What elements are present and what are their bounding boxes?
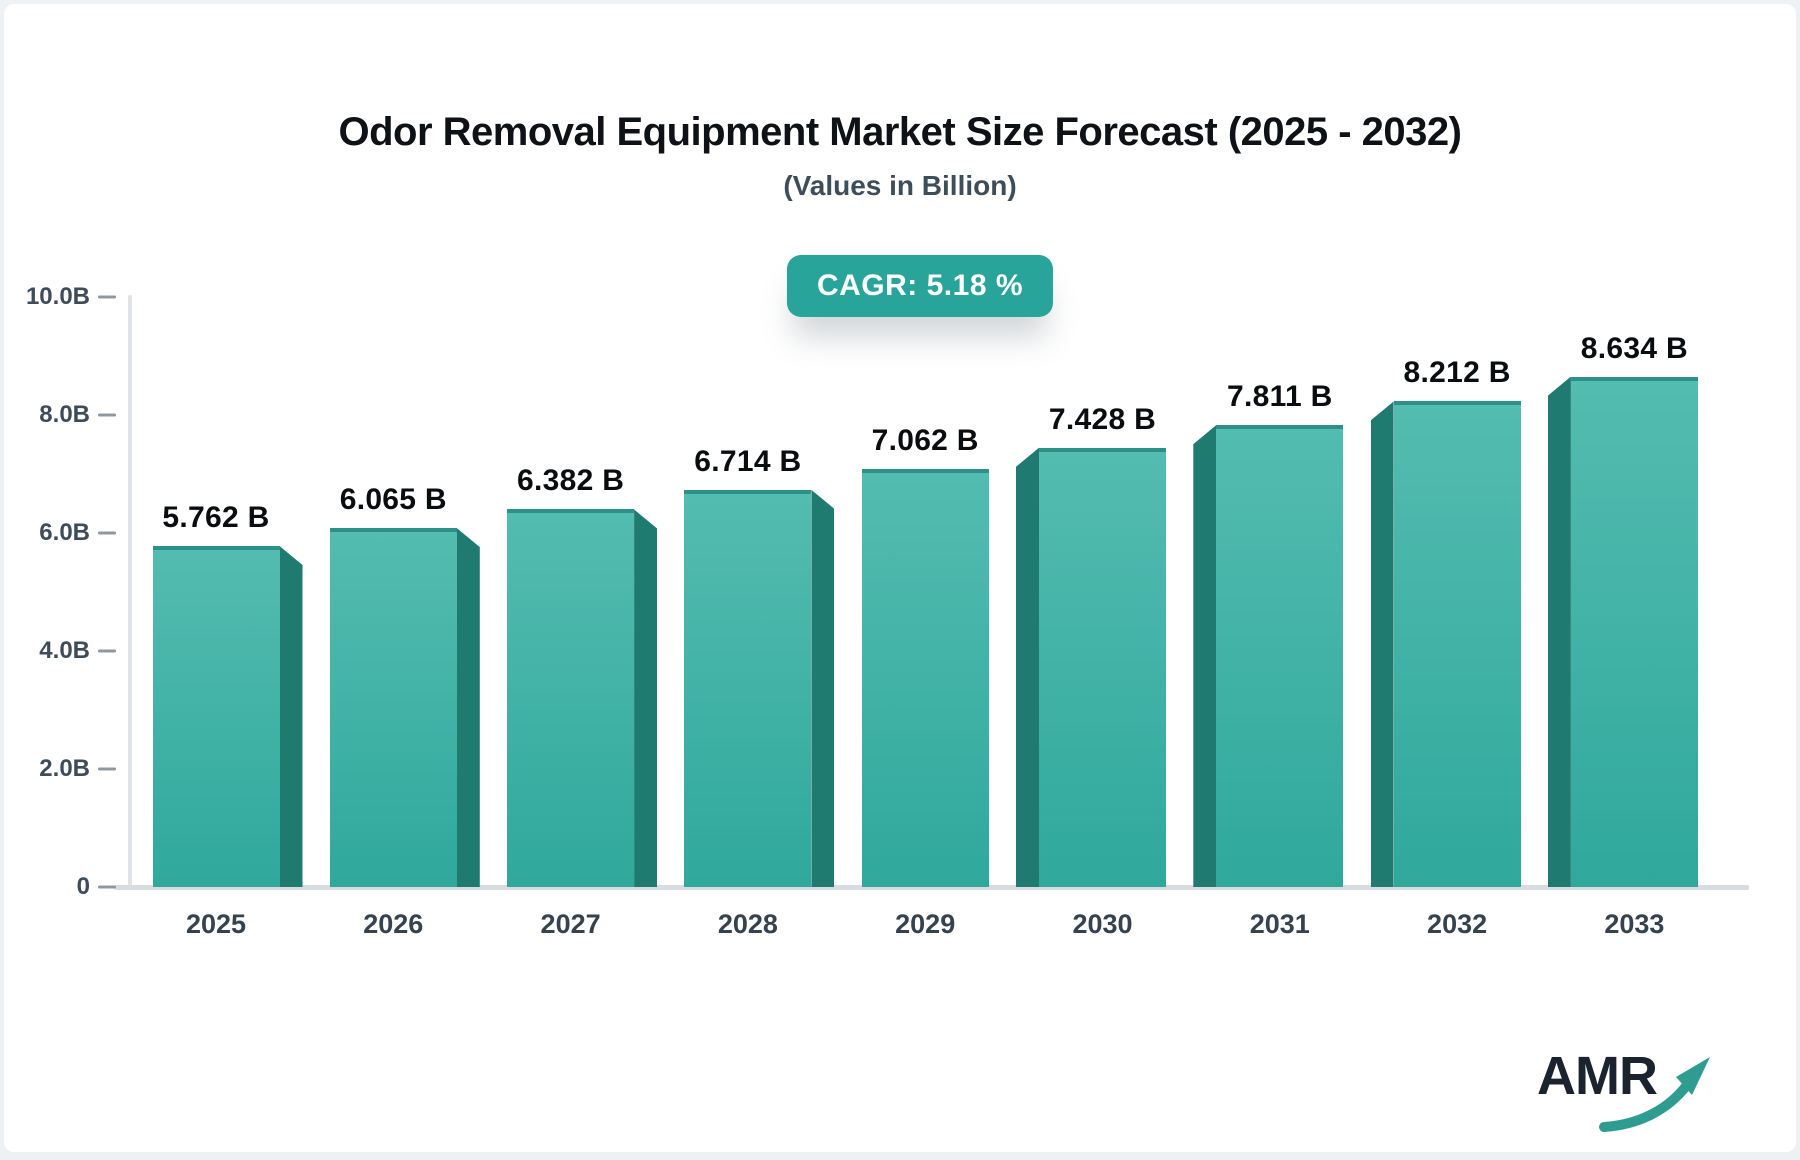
bar-top-edge bbox=[152, 546, 280, 551]
bar-side-face bbox=[1370, 401, 1394, 887]
bar-top-edge bbox=[329, 528, 457, 533]
x-tick-label: 2031 bbox=[1249, 909, 1310, 939]
bar bbox=[329, 528, 457, 887]
bar-value-label: 7.062 B bbox=[871, 424, 979, 458]
y-tick-label: 6.0B bbox=[39, 519, 90, 546]
bar-value-label: 5.762 B bbox=[162, 501, 270, 535]
y-tick-dash bbox=[98, 413, 116, 417]
bar-top-edge bbox=[1216, 425, 1344, 430]
bar bbox=[1216, 425, 1344, 887]
bar bbox=[1039, 447, 1166, 887]
amr-logo-text: AMR bbox=[1537, 1046, 1658, 1106]
bar bbox=[1393, 401, 1521, 887]
bar-top-edge bbox=[1570, 376, 1698, 381]
bar-value-label: 6.382 B bbox=[517, 464, 625, 498]
bar-value-label: 7.811 B bbox=[1227, 380, 1333, 414]
amr-logo: AMR bbox=[1537, 1039, 1737, 1139]
bar bbox=[684, 489, 812, 887]
bar-top-edge bbox=[861, 469, 989, 474]
x-tick-label: 2028 bbox=[717, 909, 778, 939]
chart-title: Odor Removal Equipment Market Size Forec… bbox=[338, 110, 1462, 154]
x-tick-label: 2029 bbox=[895, 909, 956, 939]
bar-side-face bbox=[811, 489, 835, 887]
chart-subtitle: (Values in Billion) bbox=[783, 170, 1017, 201]
y-tick-dash bbox=[98, 649, 116, 653]
bar-value-label: 8.212 B bbox=[1403, 356, 1511, 390]
y-tick-label: 4.0B bbox=[39, 637, 90, 664]
bar-top-edge bbox=[1039, 447, 1166, 452]
y-tick-dash bbox=[98, 531, 116, 535]
cagr-badge: CAGR: 5.18 % bbox=[786, 255, 1054, 317]
bar-side-face bbox=[456, 528, 480, 887]
x-tick-label: 2026 bbox=[363, 909, 424, 939]
chart-card: Odor Removal Equipment Market Size Forec… bbox=[4, 4, 1796, 1152]
y-axis-line bbox=[128, 295, 132, 887]
bar-side-face bbox=[634, 509, 658, 887]
bar-top-edge bbox=[507, 509, 635, 514]
bar bbox=[861, 469, 989, 887]
y-tick-dash bbox=[98, 295, 116, 299]
y-tick-label: 2.0B bbox=[39, 755, 90, 782]
bar bbox=[1570, 376, 1698, 887]
bar-value-label: 6.714 B bbox=[694, 444, 802, 478]
bar-value-label: 7.428 B bbox=[1048, 402, 1157, 436]
y-tick-label: 0 bbox=[76, 873, 90, 900]
y-tick-label: 10.0B bbox=[25, 283, 90, 310]
bar-side-face bbox=[1547, 376, 1571, 887]
bar-value-label: 6.065 B bbox=[339, 483, 447, 517]
bar-side-face bbox=[279, 546, 303, 887]
growth-arrow-icon bbox=[1599, 1057, 1710, 1132]
bar-side-face bbox=[1016, 447, 1039, 887]
bar-side-face bbox=[1193, 425, 1217, 887]
x-tick-label: 2027 bbox=[540, 909, 601, 939]
y-tick-dash bbox=[98, 885, 116, 889]
y-tick-dash bbox=[98, 767, 116, 771]
x-tick-label: 2032 bbox=[1427, 909, 1488, 939]
x-tick-label: 2030 bbox=[1072, 909, 1133, 939]
bar-value-label: 8.634 B bbox=[1580, 331, 1688, 365]
bar-top-edge bbox=[684, 489, 812, 494]
bar bbox=[152, 546, 280, 887]
y-tick-label: 8.0B bbox=[39, 401, 90, 428]
x-tick-label: 2033 bbox=[1604, 909, 1665, 939]
x-axis-line bbox=[114, 885, 1749, 890]
plot-area: 0 2.0B 4.0B 6.0B 8.0B 10.0B 5.762 B 2025 6.065 B… bbox=[4, 4, 1800, 1160]
bar-top-edge bbox=[1393, 401, 1521, 406]
x-tick-label: 2025 bbox=[185, 909, 247, 939]
bar bbox=[507, 509, 635, 887]
